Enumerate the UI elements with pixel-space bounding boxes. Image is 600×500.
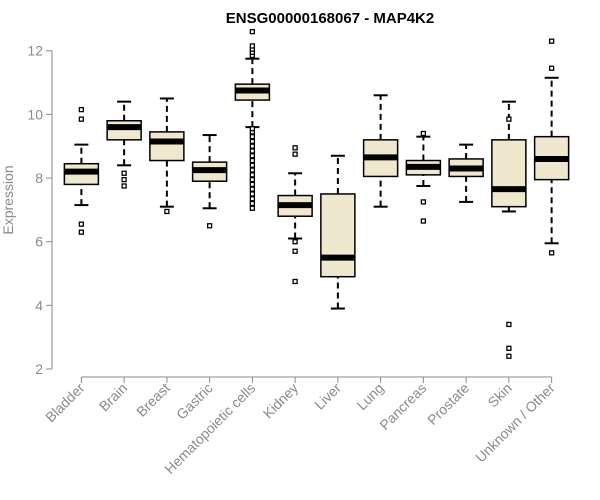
- outlier-point: [249, 148, 256, 154]
- outlier-point: [548, 250, 555, 256]
- outlier-point: [121, 170, 127, 176]
- box-brain: [106, 100, 142, 189]
- x-tick-label: Prostate: [424, 380, 472, 428]
- outlier-point: [249, 167, 256, 173]
- y-axis-label: Expression: [0, 165, 16, 234]
- outlier-point: [78, 229, 85, 235]
- outlier-point: [78, 221, 85, 227]
- x-tick-label: Breast: [133, 380, 173, 420]
- box-iqr: [320, 193, 356, 278]
- outlier-point: [292, 145, 298, 151]
- outlier-point: [249, 200, 256, 207]
- outlier-point: [249, 176, 256, 183]
- outlier-point: [420, 218, 427, 224]
- x-tick-label: Unknown / Other: [472, 380, 558, 466]
- box-pancreas: [405, 130, 442, 224]
- outlier-point: [78, 116, 85, 122]
- outlier-point: [249, 138, 256, 145]
- outlier-point: [292, 248, 298, 254]
- box-iqr: [149, 131, 185, 162]
- boxes-group: [63, 28, 570, 359]
- box-bladder: [63, 106, 100, 235]
- x-tick-label: Bladder: [42, 380, 88, 426]
- outlier-point: [249, 126, 256, 132]
- outlier-point: [548, 65, 555, 71]
- outlier-point: [249, 153, 256, 159]
- outlier-point: [164, 208, 170, 215]
- outlier-point: [548, 38, 555, 44]
- y-tick-label: 6: [35, 234, 43, 250]
- outlier-point: [292, 239, 298, 245]
- box-breast: [149, 97, 185, 215]
- outlier-point: [420, 199, 427, 205]
- box-prostate: [448, 143, 484, 203]
- outlier-point: [292, 278, 298, 285]
- chart-title: ENSG00000168067 - MAP4K2: [226, 10, 434, 27]
- outlier-point: [506, 353, 512, 359]
- outlier-point: [121, 183, 127, 189]
- outlier-point: [249, 186, 256, 192]
- outlier-point: [78, 106, 85, 113]
- outlier-point: [249, 43, 256, 49]
- x-tick-label: Brain: [96, 380, 130, 414]
- outlier-point: [249, 205, 256, 211]
- x-tick-label: Pancreas: [376, 380, 429, 433]
- box-kidney: [277, 145, 313, 285]
- outlier-point: [249, 28, 256, 35]
- outlier-point: [506, 116, 512, 122]
- y-tick-label: 12: [27, 43, 43, 59]
- x-tick-label: Kidney: [260, 380, 302, 422]
- box-iqr: [106, 120, 142, 141]
- outlier-point: [249, 157, 256, 164]
- outlier-point: [249, 172, 256, 178]
- outlier-point: [249, 191, 256, 197]
- x-tick-label: Skin: [484, 380, 515, 411]
- box-lung: [362, 94, 399, 208]
- outlier-point: [121, 176, 127, 183]
- y-tick-label: 10: [27, 106, 43, 122]
- x-tick-label: Gastric: [173, 380, 216, 423]
- x-tick-label: Liver: [311, 380, 344, 413]
- y-axis: 2 4 6 8 10 12: [27, 43, 53, 377]
- box-unknown-other: [533, 38, 570, 256]
- outlier-point: [249, 162, 256, 168]
- outlier-point: [249, 143, 256, 149]
- y-tick-label: 8: [35, 170, 43, 186]
- outlier-point: [292, 151, 298, 157]
- box-gastric: [191, 134, 228, 229]
- box-iqr: [491, 139, 527, 208]
- outlier-point: [249, 134, 256, 140]
- y-tick-label: 2: [35, 361, 43, 377]
- outlier-point: [420, 130, 427, 137]
- x-tick-label: Lung: [353, 380, 386, 413]
- outlier-point: [506, 345, 512, 351]
- box-liver: [320, 154, 356, 310]
- outlier-point: [506, 321, 512, 328]
- outlier-point: [249, 181, 256, 188]
- box-skin: [491, 100, 527, 359]
- box-hematopoietic-cells: [234, 28, 271, 211]
- outlier-point: [206, 223, 213, 229]
- y-tick-label: 4: [35, 297, 43, 313]
- outlier-point: [249, 196, 256, 202]
